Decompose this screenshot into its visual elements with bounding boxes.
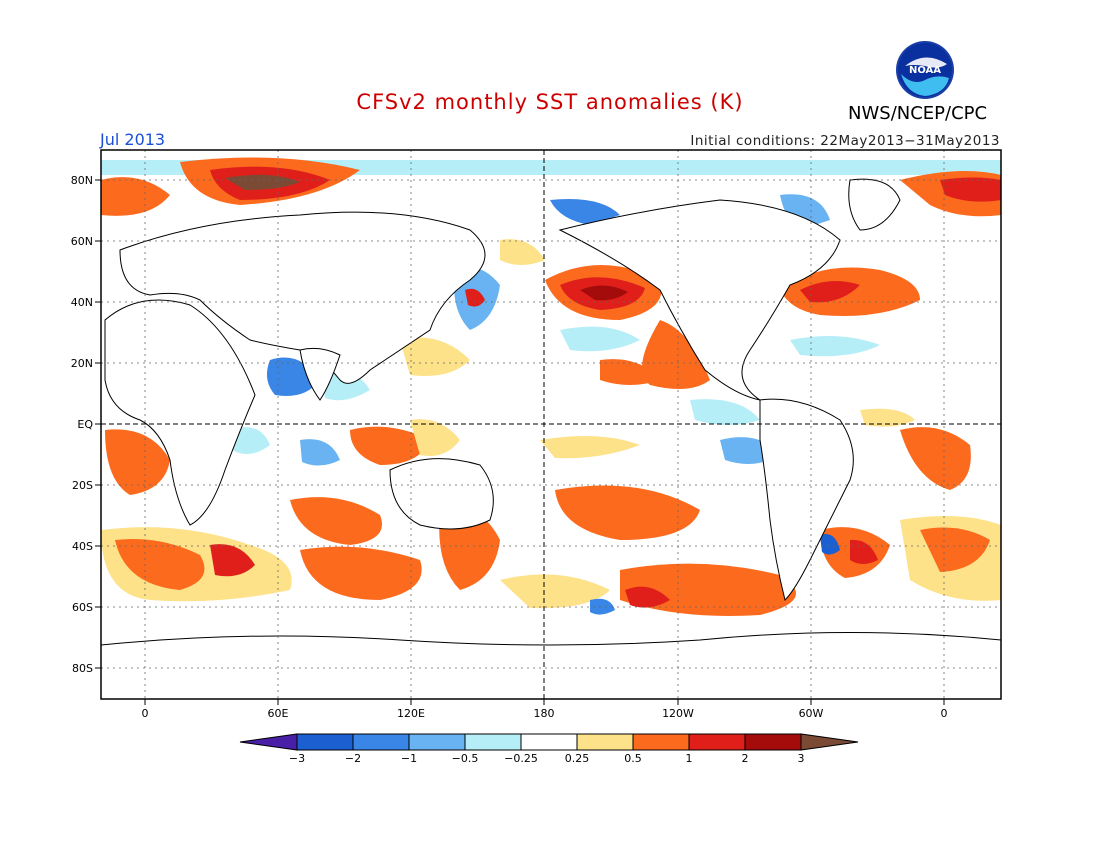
colorbar-swatch: [520, 733, 578, 751]
india-outline: [299, 347, 341, 401]
agency-label: NWS/NCEP/CPC: [848, 103, 988, 124]
colorbar-swatch: [576, 733, 634, 751]
colorbar-label: 3: [798, 752, 805, 765]
lat-label: 40S: [72, 540, 93, 553]
colorbar-label: −1: [401, 752, 417, 765]
lon-label: 60E: [268, 707, 289, 720]
south-america-outline: [759, 398, 854, 601]
colorbar-swatch: [296, 733, 354, 751]
longitude-labels: 0 60E 120E 180 120W 60W 0: [142, 707, 948, 720]
colorbar-swatch: [464, 733, 522, 751]
initial-conditions: Initial conditions: 22May2013−31May2013: [690, 133, 1000, 149]
greenland-outline: [848, 178, 901, 231]
colorbar-swatch: [632, 733, 690, 751]
colorbar-swatch: [408, 733, 466, 751]
lat-label: 40N: [71, 296, 93, 309]
antarctica-outline: [101, 632, 1001, 699]
lat-label: 20S: [72, 479, 93, 492]
colorbar-swatch: [352, 733, 410, 751]
colorbar-label: 2: [742, 752, 749, 765]
lat-label: EQ: [77, 418, 93, 431]
latitude-labels: 80N 60N 40N 20N EQ 20S 40S 60S 80S: [71, 174, 94, 675]
colorbar-label: 0.5: [624, 752, 642, 765]
colorbar-label: −0.25: [504, 752, 538, 765]
colorbar-label: 1: [686, 752, 693, 765]
colorbar-label: −0.5: [452, 752, 479, 765]
lat-label: 60N: [71, 235, 93, 248]
lon-label: 180: [534, 707, 555, 720]
colorbar-label: −2: [345, 752, 361, 765]
lat-label: 20N: [71, 357, 93, 370]
eurasia-outline: [119, 211, 486, 384]
chart-title: CFSv2 monthly SST anomalies (K): [356, 90, 744, 114]
colorbar-max-arrow: [800, 733, 859, 751]
colorbar-swatch: [744, 733, 802, 751]
north-america-outline: [558, 199, 841, 401]
colorbar-swatch: [688, 733, 746, 751]
colorbar-min-arrow: [239, 733, 298, 751]
colorbar-legend: −3 −2 −1 −0.5 −0.25 0.25 0.5 1 2 3: [239, 733, 859, 765]
lon-label: 120W: [662, 707, 694, 720]
lon-label: 60W: [799, 707, 824, 720]
lon-label: 120E: [397, 707, 425, 720]
colorbar-label: 0.25: [565, 752, 590, 765]
colorbar-label: −3: [289, 752, 305, 765]
africa-outline: [104, 299, 256, 526]
lat-label: 60S: [72, 601, 93, 614]
noaa-logo-icon: NOAA: [896, 41, 954, 99]
valid-month: Jul 2013: [100, 130, 166, 149]
svg-text:NOAA: NOAA: [909, 65, 941, 76]
graticule: [101, 150, 1001, 699]
australia-outline: [389, 458, 494, 530]
lon-label: 0: [941, 707, 948, 720]
lon-label: 0: [142, 707, 149, 720]
anomaly-field: [101, 150, 1001, 699]
lat-label: 80S: [72, 662, 93, 675]
lat-label: 80N: [71, 174, 93, 187]
